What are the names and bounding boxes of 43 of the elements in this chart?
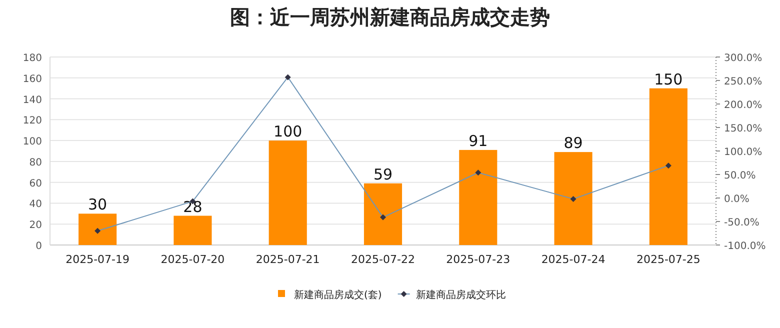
bar [78,214,117,245]
data-label: 28 [183,198,202,216]
x-tick-label: 2025-07-20 [160,253,225,266]
chart-title: 图：近一周苏州新建商品房成交走势 [230,5,550,29]
y2-tick-label: 100.0% [724,147,762,158]
y-tick-label: 120 [22,116,42,127]
y2-tick-label: 150.0% [724,124,762,134]
data-label: 91 [468,132,488,150]
bar [364,183,402,245]
x-tick-label: 2025-07-22 [351,253,415,266]
x-tick-label: 2025-07-24 [541,253,606,266]
y2-tick-label: -50.0% [724,218,760,228]
data-label: 30 [88,196,108,214]
y2-tick-label: 300.0% [724,53,762,64]
data-label: 59 [373,165,393,184]
x-tick-label: 2025-07-21 [256,253,320,266]
x-tick-label: 2025-07-25 [636,253,700,266]
data-label: 100 [274,122,302,141]
y2-tick-label: -100.0% [724,241,766,252]
y2-tick-label: 250.0% [724,76,762,88]
y-tick-label: 180 [22,53,42,64]
data-label: 89 [564,134,583,152]
y-tick-label: 20 [29,220,42,232]
bar [459,150,498,245]
x-tick-label: 2025-07-23 [446,253,510,266]
y-tick-label: 40 [29,199,42,210]
bar [649,88,688,245]
y-tick-label: 80 [29,157,42,168]
bar [268,140,307,245]
y2-tick-label: 50.0% [724,170,756,182]
bar [174,216,212,245]
y-tick-label: 0 [36,241,42,252]
legend-label: 新建商品房成交(套) [294,289,382,301]
y-tick-label: 60 [29,178,42,190]
y-tick-label: 140 [22,94,42,106]
bar [554,152,592,245]
y2-tick-label: 0.0% [724,194,750,205]
y2-tick-label: 200.0% [724,100,762,111]
data-label: 150 [654,70,683,88]
legend-label: 新建商品房成交环比 [416,289,506,301]
y-tick-label: 160 [22,74,42,85]
y-tick-label: 100 [22,136,42,148]
x-tick-label: 2025-07-19 [66,253,130,266]
